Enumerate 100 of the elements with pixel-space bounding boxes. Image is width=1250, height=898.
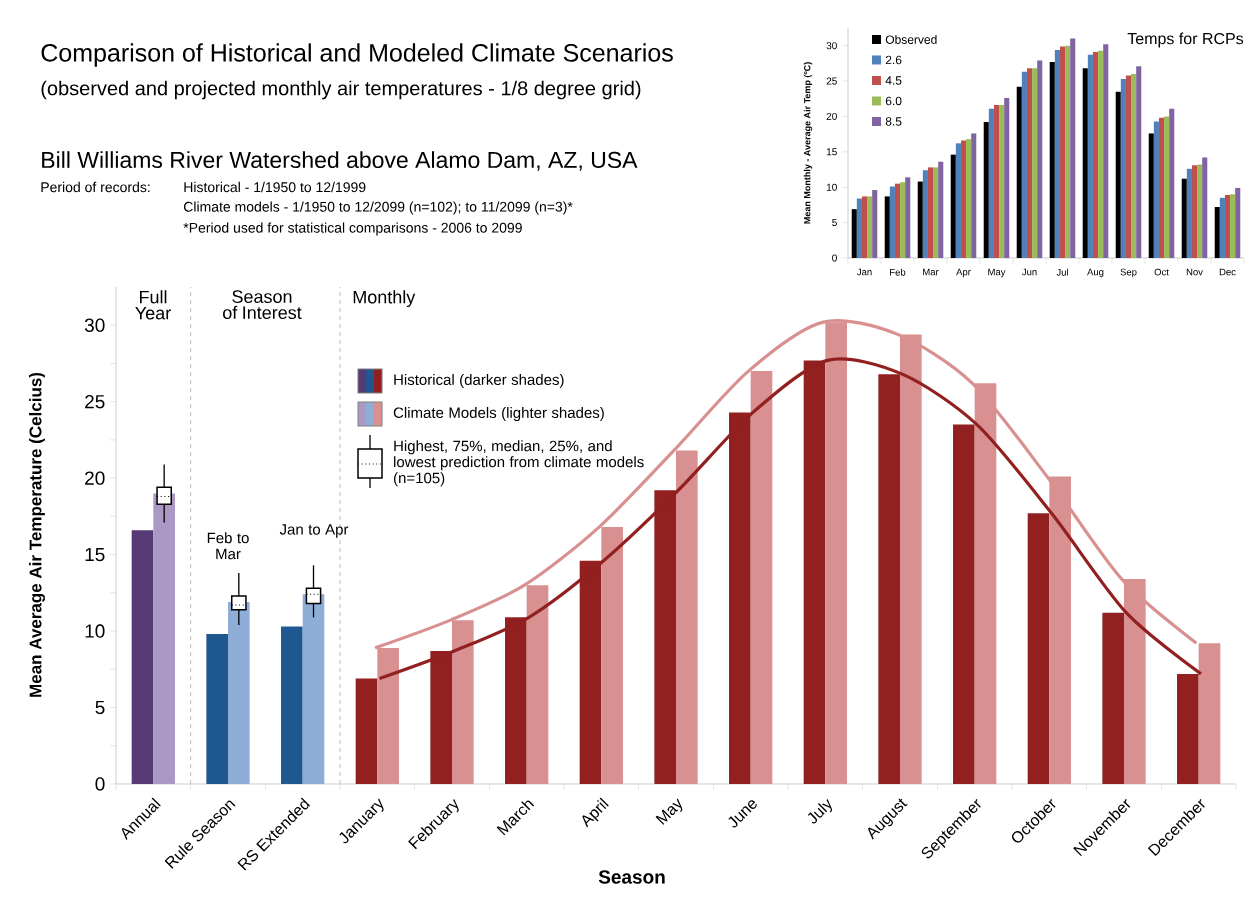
bar bbox=[206, 634, 229, 784]
bar bbox=[999, 105, 1005, 258]
bar bbox=[1021, 71, 1027, 258]
bar bbox=[1202, 157, 1208, 258]
bar bbox=[1186, 168, 1192, 258]
y-tick-label: 20 bbox=[85, 471, 105, 485]
bar bbox=[1059, 46, 1066, 258]
bar bbox=[1115, 91, 1121, 258]
bar bbox=[1230, 194, 1236, 258]
y-axis-title: Mean Monthly - Average Air Temp (ºC) bbox=[803, 62, 813, 224]
annotation: Season of Interest bbox=[223, 290, 302, 319]
y-tick-label: 5 bbox=[832, 219, 837, 227]
legend-label: Highest, 75%, median, 25%, and lowest prediction from climate models (n=105) bbox=[393, 440, 644, 487]
bar bbox=[355, 678, 378, 784]
bar bbox=[1191, 165, 1198, 258]
bar bbox=[884, 196, 890, 258]
annotation: Monthly bbox=[353, 290, 416, 308]
y-tick-label: 10 bbox=[85, 624, 105, 638]
bar bbox=[1125, 75, 1132, 258]
y-tick-label: 0 bbox=[95, 777, 105, 791]
bar bbox=[971, 133, 977, 258]
bar bbox=[1037, 60, 1043, 258]
bar bbox=[1120, 78, 1126, 258]
y-axis-title: Mean Average Air Temperature (Celcius) bbox=[29, 372, 45, 697]
bar bbox=[1016, 86, 1022, 258]
bar bbox=[988, 108, 994, 258]
legend-label: 8.5 bbox=[885, 117, 902, 126]
x-tick-label: July bbox=[807, 798, 833, 824]
bar bbox=[1214, 207, 1220, 258]
bar bbox=[1065, 45, 1071, 258]
x-tick-label: Sep bbox=[1120, 268, 1137, 278]
bar bbox=[1070, 38, 1076, 258]
y-tick-label: 0 bbox=[832, 254, 837, 262]
bar bbox=[917, 181, 923, 258]
chart-title: Comparison of Historical and Modeled Climate Scenarios bbox=[41, 43, 673, 67]
bar bbox=[1087, 54, 1093, 258]
chart-title: Temps for RCPs bbox=[1127, 32, 1244, 48]
y-tick-label: 5 bbox=[95, 700, 105, 715]
bar bbox=[1082, 68, 1088, 258]
x-tick-label: Mar bbox=[923, 268, 939, 276]
bar bbox=[1004, 98, 1010, 258]
bar bbox=[938, 161, 944, 258]
x-tick-label: Oct bbox=[1154, 268, 1169, 276]
legend-label: 6.0 bbox=[885, 96, 902, 106]
x-tick-label: Jul bbox=[1056, 268, 1068, 276]
y-tick-label: 15 bbox=[85, 547, 105, 562]
legend-label: 2.6 bbox=[885, 55, 902, 65]
x-tick-label: Nov bbox=[1186, 268, 1203, 276]
bar bbox=[1219, 197, 1225, 258]
text: Historical - 1/1950 to 12/1999 bbox=[184, 181, 366, 193]
bar bbox=[1098, 50, 1104, 258]
text: Climate models - 1/1950 to 12/2099 (n=102); to 11/2099 (n=3)* bbox=[183, 201, 573, 215]
bar bbox=[1032, 68, 1038, 258]
bar bbox=[900, 182, 906, 258]
bar bbox=[1224, 195, 1231, 258]
annotation: Feb to Mar bbox=[207, 532, 249, 560]
chart-subtitle: (observed and projected monthly air temperatures - 1/8 degree grid) bbox=[41, 80, 641, 100]
annotation: Full Year bbox=[135, 290, 171, 320]
x-tick-label: Jan bbox=[857, 268, 872, 276]
text: Bill Williams River Watershed above Alamo Dam, AZ, USA bbox=[42, 151, 638, 171]
bar bbox=[1136, 66, 1142, 258]
bar bbox=[960, 140, 967, 258]
annotation: Jan to Apr bbox=[279, 524, 349, 538]
bar bbox=[1054, 49, 1060, 258]
y-tick-label: 30 bbox=[826, 42, 837, 50]
bar bbox=[851, 209, 857, 258]
x-tick-label: May bbox=[655, 798, 683, 825]
legend-label: Climate Models (lighter shades) bbox=[393, 406, 604, 421]
bar bbox=[905, 177, 911, 258]
bar bbox=[894, 183, 901, 258]
bar bbox=[950, 154, 956, 258]
bar bbox=[867, 196, 873, 258]
bar bbox=[872, 190, 878, 258]
bar bbox=[1148, 133, 1154, 258]
bar bbox=[281, 626, 303, 784]
bar bbox=[1103, 44, 1109, 258]
bar bbox=[1153, 121, 1159, 258]
bar bbox=[1092, 52, 1099, 258]
bar bbox=[1158, 117, 1165, 258]
bar bbox=[1169, 108, 1175, 258]
bar bbox=[983, 122, 989, 258]
bar bbox=[889, 186, 895, 258]
bar bbox=[1181, 178, 1187, 258]
bar bbox=[1164, 116, 1170, 258]
y-tick-label: 30 bbox=[84, 318, 105, 332]
legend-label: Historical (darker shades) bbox=[394, 373, 564, 388]
bar bbox=[1131, 73, 1137, 258]
bar bbox=[1235, 187, 1241, 258]
bar bbox=[927, 167, 934, 258]
x-tick-label: Dec bbox=[1219, 268, 1236, 276]
bar bbox=[1198, 643, 1221, 784]
bar bbox=[861, 196, 868, 258]
bar bbox=[933, 167, 939, 258]
x-tick-label: May bbox=[988, 268, 1006, 278]
bar bbox=[1197, 164, 1203, 258]
bar bbox=[856, 198, 862, 258]
legend-label: 4.5 bbox=[885, 76, 902, 85]
text: *Period used for statistical comparisons - 2006 to 2099 bbox=[183, 222, 522, 236]
bar bbox=[966, 139, 972, 258]
y-tick-label: 10 bbox=[826, 183, 837, 191]
